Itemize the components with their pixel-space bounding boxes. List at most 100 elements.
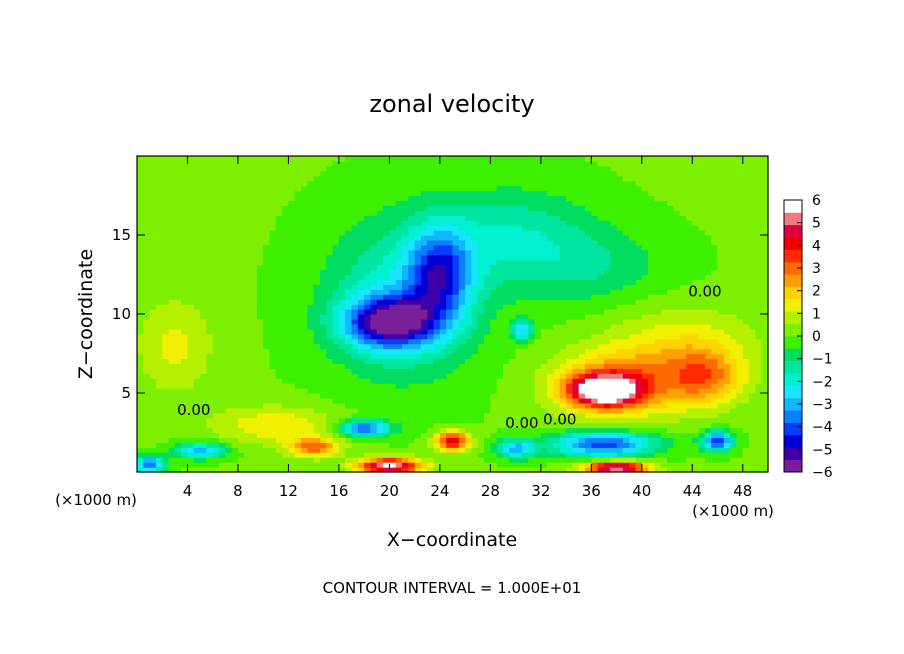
field-cell bbox=[181, 304, 189, 310]
field-cell bbox=[603, 294, 611, 300]
field-cell bbox=[597, 422, 605, 429]
field-cell bbox=[528, 170, 536, 177]
field-cell bbox=[490, 190, 498, 197]
field-cell bbox=[155, 314, 163, 320]
field-cell bbox=[597, 467, 605, 472]
field-cell bbox=[496, 442, 504, 448]
field-cell bbox=[376, 457, 384, 463]
field-cell bbox=[490, 378, 498, 384]
field-cell bbox=[181, 393, 189, 399]
field-cell bbox=[433, 304, 441, 310]
field-cell bbox=[212, 220, 220, 226]
field-cell bbox=[137, 388, 144, 394]
field-cell bbox=[408, 348, 416, 355]
field-cell bbox=[162, 437, 170, 443]
field-cell bbox=[458, 225, 466, 231]
field-cell bbox=[408, 239, 416, 246]
field-cell bbox=[408, 432, 416, 439]
field-cell bbox=[389, 314, 397, 320]
field-cell bbox=[603, 165, 611, 172]
field-cell bbox=[294, 185, 302, 192]
field-cell bbox=[288, 378, 296, 384]
field-cell bbox=[433, 314, 441, 320]
field-cell bbox=[294, 343, 302, 350]
field-cell bbox=[521, 235, 529, 241]
field-cell bbox=[597, 239, 605, 246]
field-cell bbox=[345, 294, 353, 300]
field-cell bbox=[591, 220, 599, 226]
field-cell bbox=[439, 259, 447, 266]
field-cell bbox=[547, 333, 555, 340]
field-cell bbox=[496, 205, 504, 211]
field-cell bbox=[282, 353, 290, 360]
field-cell bbox=[174, 210, 182, 216]
field-cell bbox=[547, 225, 555, 231]
field-cell bbox=[452, 165, 460, 172]
field-cell bbox=[338, 323, 346, 330]
field-cell bbox=[446, 447, 454, 453]
field-cell bbox=[319, 274, 327, 281]
field-cell bbox=[370, 279, 378, 285]
field-cell bbox=[313, 432, 321, 439]
field-cell bbox=[465, 447, 473, 453]
field-cell bbox=[307, 220, 315, 226]
field-cell bbox=[528, 299, 536, 305]
field-cell bbox=[559, 274, 567, 281]
field-cell bbox=[307, 269, 315, 276]
field-cell bbox=[143, 358, 151, 364]
field-cell bbox=[521, 190, 529, 197]
field-cell bbox=[376, 333, 384, 340]
field-cell bbox=[137, 309, 144, 315]
field-cell bbox=[225, 190, 233, 197]
field-cell bbox=[484, 294, 491, 300]
field-cell bbox=[402, 259, 409, 266]
field-cell bbox=[591, 170, 599, 177]
field-cell bbox=[528, 225, 536, 231]
field-cell bbox=[433, 239, 441, 246]
field-cell bbox=[174, 442, 182, 448]
field-cell bbox=[275, 447, 283, 453]
field-cell bbox=[591, 447, 599, 453]
field-cell bbox=[269, 299, 277, 305]
field-cell bbox=[389, 175, 397, 182]
field-cell bbox=[402, 279, 409, 285]
field-cell bbox=[231, 304, 239, 310]
field-cell bbox=[269, 407, 277, 414]
field-cell bbox=[357, 235, 365, 241]
field-cell bbox=[496, 328, 504, 335]
field-cell bbox=[332, 467, 340, 472]
field-cell bbox=[559, 299, 567, 305]
field-cell bbox=[616, 289, 624, 295]
field-cell bbox=[351, 338, 359, 345]
field-cell bbox=[414, 373, 422, 379]
field-cell bbox=[559, 249, 567, 256]
field-cell bbox=[288, 452, 296, 458]
field-cell bbox=[383, 156, 390, 162]
field-cell bbox=[465, 338, 473, 345]
field-cell bbox=[206, 343, 214, 350]
field-cell bbox=[351, 225, 359, 231]
field-cell bbox=[521, 279, 529, 285]
field-cell bbox=[288, 274, 296, 281]
field-cell bbox=[269, 462, 277, 468]
field-cell bbox=[591, 412, 599, 419]
field-cell bbox=[547, 328, 555, 335]
field-cell bbox=[414, 328, 422, 335]
field-cell bbox=[326, 254, 334, 261]
field-cell bbox=[313, 205, 321, 211]
field-cell bbox=[408, 328, 416, 335]
field-cell bbox=[383, 264, 390, 271]
field-cell bbox=[591, 314, 599, 320]
field-cell bbox=[490, 442, 498, 448]
field-cell bbox=[553, 368, 561, 374]
field-cell bbox=[225, 437, 233, 443]
field-cell bbox=[578, 195, 586, 202]
field-cell bbox=[389, 299, 397, 305]
field-cell bbox=[149, 249, 157, 256]
field-cell bbox=[509, 358, 517, 364]
field-cell bbox=[616, 373, 624, 379]
field-cell bbox=[364, 328, 372, 335]
field-cell bbox=[364, 180, 372, 187]
field-cell bbox=[307, 333, 315, 340]
field-cell bbox=[174, 304, 182, 310]
